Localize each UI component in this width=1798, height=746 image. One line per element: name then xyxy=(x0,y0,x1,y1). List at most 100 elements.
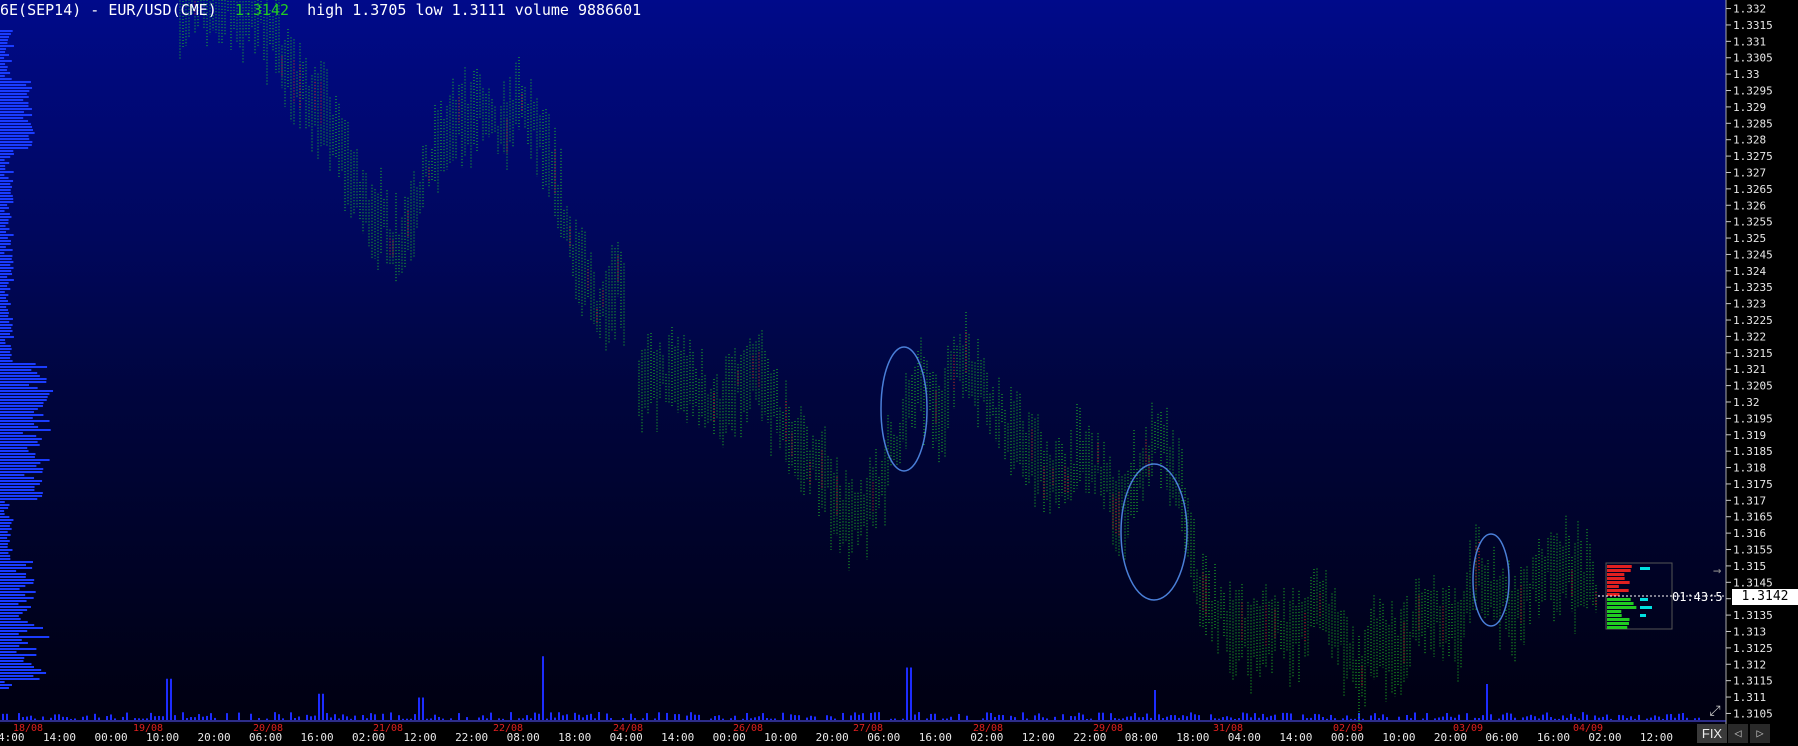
volume-bar xyxy=(306,714,308,720)
volume-bar xyxy=(1034,715,1036,720)
price-tick-label: 1.3275 xyxy=(1733,150,1773,163)
chevron-left-icon[interactable]: ◁ xyxy=(1728,724,1748,743)
volume-bar xyxy=(1362,718,1364,720)
volume-bar xyxy=(1566,717,1568,720)
volume-profile-bar xyxy=(0,189,11,191)
volume-profile-bar xyxy=(0,525,10,527)
volume-bar xyxy=(202,716,204,720)
volume-profile-bar xyxy=(0,399,47,401)
volume-bar xyxy=(318,693,320,720)
volume-profile-bar xyxy=(0,492,43,494)
volume-bar xyxy=(1498,718,1500,720)
date-tick-label: 02/09 xyxy=(1333,723,1363,734)
volume-bar xyxy=(114,718,116,720)
date-tick-label: 18/08 xyxy=(13,723,43,734)
volume-bar xyxy=(282,718,284,720)
volume-profile-bar xyxy=(0,297,7,299)
volume-profile-bar xyxy=(0,303,11,305)
volume-bar xyxy=(1198,715,1200,720)
chevron-right-icon[interactable]: ▷ xyxy=(1750,724,1770,743)
volume-bar xyxy=(298,716,300,720)
volume-bar xyxy=(1550,717,1552,720)
volume-profile xyxy=(0,30,54,689)
volume-profile-bar xyxy=(0,354,12,356)
volume-bar xyxy=(1482,715,1484,720)
volume-bar xyxy=(346,716,348,720)
volume-bar xyxy=(458,713,460,720)
volume-profile-bar xyxy=(0,630,28,632)
volume-profile-bar xyxy=(0,408,38,410)
volume-bar xyxy=(878,712,880,720)
volume-bar xyxy=(1490,714,1492,720)
volume-bars xyxy=(2,656,1700,720)
volume-bar xyxy=(1678,713,1680,720)
volume-bar xyxy=(278,714,280,720)
volume-bar xyxy=(26,716,28,720)
volume-bar xyxy=(1454,717,1456,720)
chart-background xyxy=(0,0,1726,724)
volume-profile-bar xyxy=(0,216,12,218)
volume-bar xyxy=(1442,716,1444,720)
volume-bar xyxy=(58,714,60,720)
time-tick-label: 08:00 xyxy=(1125,731,1158,744)
volume-bar xyxy=(158,715,160,720)
volume-bar xyxy=(766,717,768,720)
price-tick-label: 1.3315 xyxy=(1733,19,1773,32)
volume-profile-bar xyxy=(0,417,33,419)
price-tick-label: 1.3165 xyxy=(1733,511,1773,524)
volume-bar xyxy=(986,712,988,720)
volume-profile-bar xyxy=(0,600,27,602)
volume-bar xyxy=(1594,715,1596,720)
low-label: low xyxy=(415,1,443,19)
volume-profile-bar xyxy=(0,207,9,209)
volume-bar xyxy=(1098,712,1100,720)
volume-profile-bar xyxy=(0,111,24,113)
volume-bar xyxy=(1250,717,1252,720)
volume-bar xyxy=(1162,718,1164,720)
volume-bar xyxy=(1146,713,1148,720)
volume-profile-bar xyxy=(0,345,11,347)
volume-profile-bar xyxy=(0,519,14,521)
volume-bar xyxy=(1502,714,1504,720)
volume-bar xyxy=(1070,715,1072,720)
volume-profile-bar xyxy=(0,489,35,491)
volume-bar xyxy=(1342,718,1344,720)
volume-profile-bar xyxy=(0,621,28,623)
fix-button[interactable]: FIX xyxy=(1697,724,1727,743)
time-tick-label: 02:00 xyxy=(352,731,385,744)
volume-bar xyxy=(406,718,408,720)
volume-profile-bar xyxy=(0,513,5,515)
volume-bar xyxy=(826,715,828,720)
volume-bar xyxy=(190,717,192,720)
volume-profile-bar xyxy=(0,336,14,338)
expand-icon[interactable]: ⤢ xyxy=(1709,703,1721,719)
volume-bar xyxy=(510,712,512,720)
volume-bar xyxy=(162,716,164,720)
volume-bar xyxy=(690,712,692,720)
volume-bar xyxy=(994,717,996,720)
volume-bar xyxy=(686,715,688,720)
volume-label: volume xyxy=(514,1,569,19)
volume-bar xyxy=(1530,714,1532,720)
volume-profile-bar xyxy=(0,180,14,182)
volume-bar xyxy=(402,718,404,720)
volume-profile-bar xyxy=(0,588,20,590)
volume-profile-bar xyxy=(0,273,13,275)
volume-profile-bar xyxy=(0,363,36,365)
price-tick-label: 1.327 xyxy=(1733,166,1766,179)
volume-profile-bar xyxy=(0,543,8,545)
volume-bar xyxy=(550,712,552,720)
volume-profile-bar xyxy=(0,447,28,449)
price-tick-label: 1.316 xyxy=(1733,527,1766,540)
dom-bid-bar xyxy=(1607,626,1628,629)
volume-bar xyxy=(1374,713,1376,720)
volume-bar xyxy=(1114,718,1116,720)
volume-bar xyxy=(814,716,816,720)
volume-bar xyxy=(934,713,936,720)
volume-profile-bar xyxy=(0,264,11,266)
volume-profile-bar xyxy=(0,405,43,407)
volume-profile-bar xyxy=(0,423,35,425)
volume-profile-bar xyxy=(0,36,10,38)
highlight-ellipse xyxy=(1120,463,1188,601)
